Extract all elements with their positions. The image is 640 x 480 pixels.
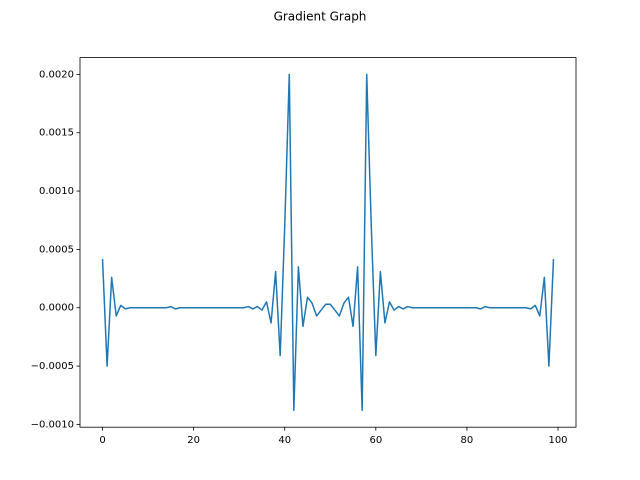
x-tick-label: 0 [99, 435, 105, 446]
x-tick-label: 20 [187, 435, 200, 446]
y-tick-label: 0.0015 [39, 128, 74, 139]
x-tick-label: 40 [278, 435, 291, 446]
chart-title: Gradient Graph [274, 10, 367, 24]
y-tick-label: 0.0005 [39, 244, 74, 255]
y-tick-label: 0.0000 [39, 303, 74, 314]
data-line [101, 73, 555, 412]
y-tick-label: −0.0010 [31, 419, 74, 430]
y-tick-label: 0.0020 [39, 69, 74, 80]
axes-frame [79, 57, 577, 428]
x-tick-label: 60 [369, 435, 382, 446]
y-tick-label: −0.0005 [31, 361, 74, 372]
x-tick-label: 100 [548, 435, 567, 446]
y-tick-label: 0.0010 [39, 186, 74, 197]
x-tick-label: 80 [461, 435, 474, 446]
